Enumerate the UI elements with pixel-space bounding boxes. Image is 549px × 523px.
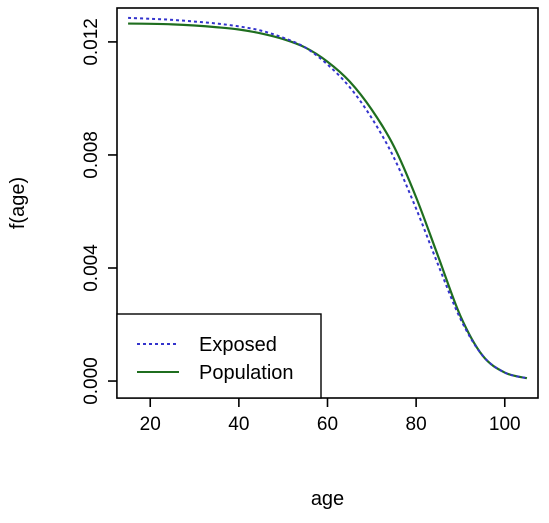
- x-tick-label: 80: [406, 414, 427, 435]
- y-tick-label: 0.000: [81, 357, 102, 405]
- series-line-exposed: [128, 16, 528, 380]
- x-tick-label: 60: [317, 414, 338, 435]
- y-tick-label: 0.004: [81, 244, 102, 292]
- x-axis-title: age: [311, 488, 344, 510]
- y-axis: 0.000 0.004 0.008 0.012: [81, 18, 117, 405]
- x-tick-label: 20: [140, 414, 161, 435]
- legend-box: [116, 313, 322, 399]
- legend-label-exposed: Exposed: [199, 334, 277, 356]
- series-layer: [128, 16, 528, 380]
- x-axis: 20 40 60 80 100: [140, 398, 521, 435]
- legend: Exposed Population: [116, 313, 322, 399]
- y-tick-label: 0.012: [81, 18, 102, 66]
- y-tick-label: 0.008: [81, 131, 102, 179]
- x-tick-label: 100: [489, 414, 521, 435]
- y-axis-title: f(age): [7, 177, 29, 229]
- x-tick-label: 40: [228, 414, 249, 435]
- series-line-population: [128, 22, 528, 380]
- legend-label-population: Population: [199, 362, 294, 384]
